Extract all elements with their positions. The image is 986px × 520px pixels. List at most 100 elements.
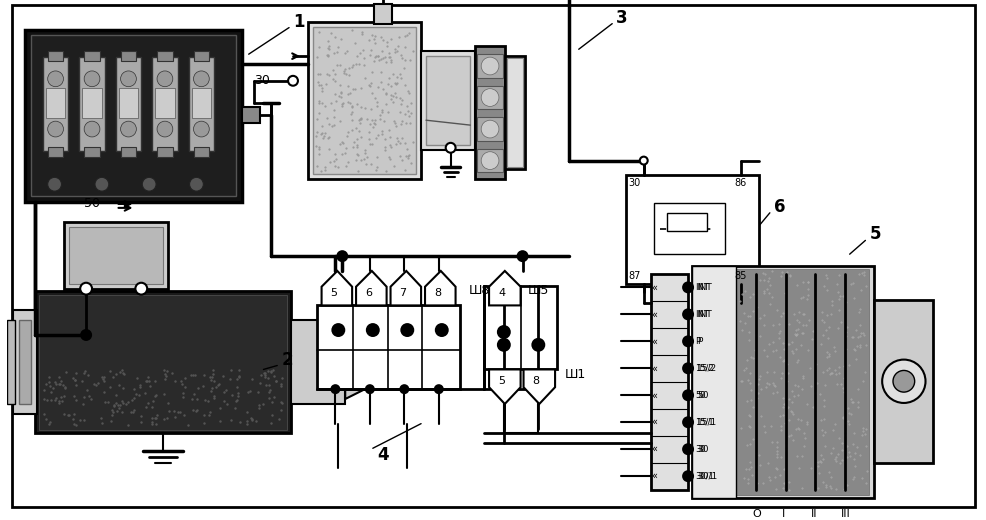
Bar: [736, 269, 869, 495]
Polygon shape: [321, 271, 352, 305]
Text: INT: INT: [694, 310, 708, 319]
Circle shape: [481, 120, 498, 138]
Bar: [120, 51, 136, 61]
Text: 15/1: 15/1: [696, 418, 717, 427]
Text: O: O: [751, 510, 760, 519]
Bar: [426, 56, 470, 145]
Bar: [506, 58, 522, 167]
Circle shape: [682, 471, 692, 481]
Text: 30/1: 30/1: [696, 472, 717, 480]
Polygon shape: [489, 271, 520, 305]
Text: 50: 50: [84, 198, 100, 211]
Circle shape: [84, 71, 100, 87]
Bar: [47, 51, 63, 61]
Bar: [313, 27, 416, 174]
Circle shape: [84, 121, 100, 137]
Text: INT: INT: [696, 283, 711, 292]
Bar: [157, 51, 173, 61]
Text: «: «: [651, 336, 657, 346]
Text: 30: 30: [253, 74, 269, 87]
Bar: [421, 51, 475, 150]
Text: 5: 5: [497, 376, 505, 386]
Text: P: P: [696, 337, 702, 346]
Circle shape: [157, 121, 173, 137]
Bar: [477, 149, 502, 173]
Circle shape: [331, 385, 339, 393]
Text: 3: 3: [615, 9, 627, 27]
Circle shape: [481, 152, 498, 170]
Text: 87: 87: [627, 271, 640, 281]
Bar: [475, 46, 504, 179]
Text: 2: 2: [281, 350, 293, 369]
Polygon shape: [390, 271, 421, 305]
Bar: [42, 57, 68, 151]
Bar: [691, 266, 874, 498]
Text: 4: 4: [377, 446, 387, 464]
Text: 15/1: 15/1: [694, 418, 713, 427]
Text: 7: 7: [399, 288, 406, 297]
Text: 86: 86: [734, 178, 745, 188]
Circle shape: [193, 71, 209, 87]
Circle shape: [497, 339, 509, 350]
Bar: [308, 22, 421, 179]
Text: 15/2: 15/2: [696, 364, 717, 373]
Circle shape: [400, 385, 408, 393]
Circle shape: [95, 177, 108, 191]
Bar: [477, 86, 502, 109]
Bar: [69, 227, 163, 284]
Circle shape: [682, 309, 692, 319]
Bar: [7, 320, 15, 404]
Circle shape: [142, 177, 156, 191]
Text: 1: 1: [293, 12, 305, 31]
Bar: [484, 285, 556, 369]
Circle shape: [401, 324, 413, 336]
Circle shape: [682, 417, 692, 427]
Bar: [477, 54, 502, 78]
Bar: [191, 88, 211, 118]
Text: 85: 85: [734, 271, 746, 281]
Circle shape: [189, 177, 203, 191]
Circle shape: [47, 177, 61, 191]
Text: INT: INT: [696, 310, 711, 319]
Bar: [79, 57, 105, 151]
Circle shape: [435, 385, 443, 393]
Text: 5: 5: [869, 226, 880, 243]
Polygon shape: [425, 271, 456, 305]
Circle shape: [120, 121, 136, 137]
Text: 5: 5: [330, 288, 337, 297]
Text: «: «: [651, 309, 657, 319]
Text: P: P: [694, 337, 699, 346]
Bar: [19, 320, 31, 404]
Bar: [120, 147, 136, 157]
Text: 50: 50: [696, 391, 708, 400]
Bar: [291, 320, 345, 404]
Bar: [115, 57, 141, 151]
Text: I: I: [781, 510, 784, 519]
Text: 30: 30: [694, 445, 705, 453]
Polygon shape: [345, 325, 375, 399]
Circle shape: [446, 143, 456, 153]
Bar: [118, 88, 138, 118]
Bar: [38, 294, 287, 430]
Circle shape: [639, 157, 647, 164]
Circle shape: [436, 324, 448, 336]
Bar: [152, 57, 177, 151]
Circle shape: [332, 324, 344, 336]
Bar: [64, 222, 168, 289]
Circle shape: [682, 391, 692, 400]
Text: II: II: [810, 510, 817, 519]
Text: Ш5: Ш5: [527, 284, 548, 297]
Bar: [650, 274, 687, 490]
Circle shape: [682, 282, 692, 292]
Text: Ш8: Ш8: [468, 284, 489, 297]
Circle shape: [481, 57, 498, 75]
Circle shape: [531, 339, 543, 350]
Circle shape: [481, 89, 498, 107]
Circle shape: [47, 121, 63, 137]
Bar: [874, 301, 933, 463]
Bar: [13, 310, 36, 414]
Bar: [193, 147, 209, 157]
Text: «: «: [651, 471, 657, 481]
Polygon shape: [356, 271, 387, 305]
Circle shape: [517, 251, 527, 261]
